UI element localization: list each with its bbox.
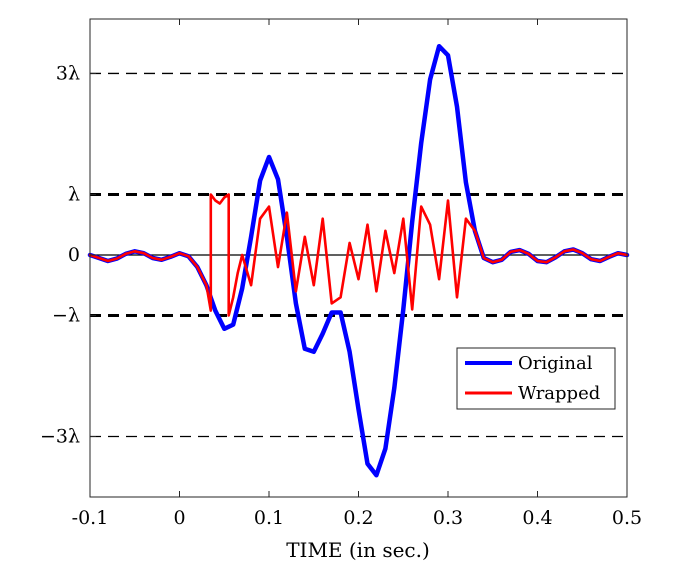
x-tick-label: 0.3	[433, 507, 463, 529]
legend: Original Wrapped	[456, 347, 616, 410]
y-tick-label: −λ	[52, 304, 80, 326]
legend-label-wrapped: Wrapped	[518, 383, 600, 404]
y-tick-label: −3λ	[40, 425, 80, 447]
y-tick-label: λ	[68, 183, 80, 205]
x-tick-label: 0	[173, 507, 185, 529]
series-line-wrapped	[88, 193, 629, 317]
x-axis-ticks: -0.1 0 0.1 0.2 0.3 0.4 0.5	[72, 19, 642, 529]
x-tick-label: 0.2	[343, 507, 373, 529]
series-wrapped	[88, 193, 629, 317]
x-tick-label: -0.1	[72, 507, 109, 529]
y-tick-label: 3λ	[56, 62, 80, 84]
legend-box	[456, 347, 616, 410]
x-axis-label: TIME (in sec.)	[286, 538, 430, 562]
y-axis-ticks: 3λ λ 0 −λ −3λ	[40, 62, 96, 447]
x-tick-label: 0.5	[612, 507, 642, 529]
x-tick-label: 0.4	[522, 507, 552, 529]
y-tick-label: 0	[68, 244, 80, 266]
x-tick-label: 0.1	[254, 507, 284, 529]
legend-label-original: Original	[518, 353, 593, 374]
